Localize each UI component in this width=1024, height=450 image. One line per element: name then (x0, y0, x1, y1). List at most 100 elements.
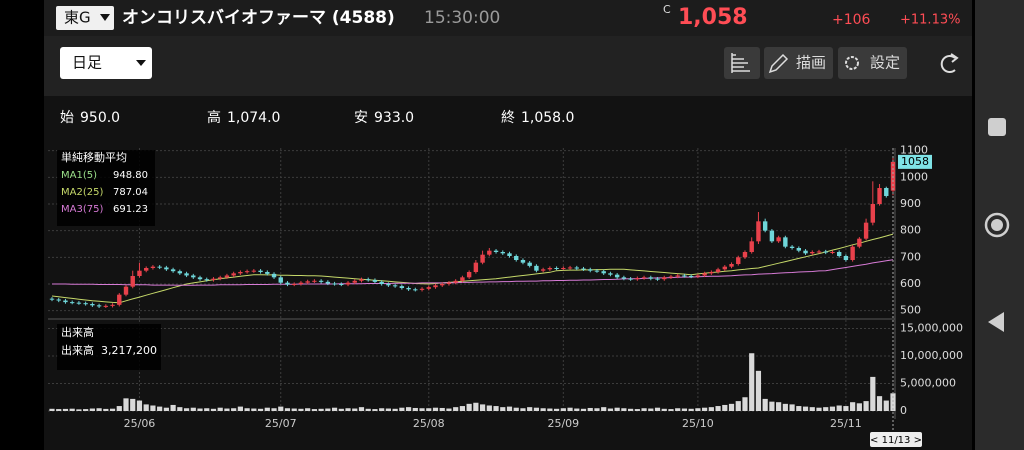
candle-body (554, 268, 559, 269)
volume-bar (136, 400, 143, 411)
home-button[interactable] (984, 212, 1010, 238)
refresh-icon[interactable] (940, 55, 956, 73)
legend-box (57, 324, 161, 370)
candle-body (473, 262, 479, 272)
candle-body (413, 289, 418, 291)
y-tick-label: 900 (900, 197, 921, 210)
volume-bar (574, 408, 580, 411)
summary-value: 933.0 (374, 110, 414, 126)
volume-bar (358, 407, 365, 411)
candle-body (487, 250, 492, 255)
recent-button[interactable] (988, 118, 1006, 136)
candle-body (83, 303, 88, 305)
back-button[interactable] (988, 312, 1004, 332)
volume-tick-label: 5,000,000 (900, 377, 956, 390)
volume-bar (163, 407, 169, 411)
legend-name: MA3(75) (61, 204, 103, 215)
legend-value: 691.23 (113, 204, 148, 215)
candle-body (352, 280, 357, 283)
candle-body (635, 278, 640, 280)
candle-body (581, 268, 586, 270)
candle-body (843, 256, 849, 260)
candle-body (312, 280, 317, 282)
candle-body (305, 281, 310, 283)
settings-button[interactable] (838, 47, 907, 79)
volume-bar (675, 408, 681, 411)
volume-bar (284, 408, 291, 411)
volume-bar (493, 406, 499, 411)
stock-name: オンコリスバイオファーマ (4588) (122, 8, 395, 28)
volume-bar (728, 403, 735, 411)
candle-body (406, 288, 411, 290)
candle-body (332, 283, 337, 285)
legend-value: 948.80 (113, 170, 148, 181)
volume-bar (338, 408, 344, 411)
volume-bar (500, 407, 506, 411)
volume-bar (103, 408, 109, 411)
candle-body (621, 277, 627, 279)
candle-body (675, 275, 680, 277)
candle-body (110, 304, 115, 306)
volume-bar (654, 407, 661, 411)
candle-body (325, 281, 331, 284)
candle-body (218, 277, 223, 279)
candle-body (762, 221, 768, 231)
candle-body (588, 269, 593, 271)
volume-bar (634, 409, 640, 411)
candle-body (177, 271, 183, 274)
candle-body (399, 286, 405, 288)
volume-bar (305, 408, 311, 411)
candle-body (90, 304, 95, 306)
candle-body (628, 278, 633, 280)
candle-body (392, 285, 398, 287)
volume-bar (533, 407, 540, 411)
period-select[interactable] (60, 47, 152, 79)
candle-body (574, 267, 579, 269)
x-tick-label: 25/09 (547, 417, 579, 430)
volume-bar (170, 404, 176, 411)
volume-bar (177, 407, 183, 411)
volume-bar (742, 397, 748, 411)
volume-bar (197, 408, 203, 411)
candle-body (123, 286, 129, 295)
draw-button[interactable] (764, 47, 833, 79)
candle-body (130, 276, 135, 287)
candle-body (729, 264, 734, 267)
candle-body (567, 267, 573, 269)
volume-bar (816, 407, 822, 411)
volume-bar (628, 408, 634, 411)
candle-body (440, 284, 445, 286)
candle-body (480, 254, 485, 263)
volume-bar (890, 393, 896, 411)
candle-body (446, 282, 452, 284)
candle-body (211, 278, 216, 280)
x-tick-label: 25/10 (682, 417, 714, 430)
x-tick-label: 25/11 (830, 417, 862, 430)
x-tick-label: 25/06 (124, 417, 156, 430)
volume-bar (331, 407, 338, 411)
candle-body (366, 279, 371, 281)
candle-body (318, 280, 324, 282)
market-select[interactable] (56, 6, 114, 30)
volume-bar (681, 408, 688, 411)
candle-body (547, 268, 553, 270)
volume-bar (217, 407, 223, 411)
volume-bar (479, 404, 486, 411)
volume-bar (520, 408, 526, 411)
volume-bar (399, 407, 405, 411)
candle-body (184, 273, 189, 276)
volume-bar (190, 407, 196, 411)
volume-legend-title: 出来高 (61, 325, 94, 339)
volume-bar (735, 401, 741, 411)
candle-body (379, 281, 384, 284)
candle-body (271, 273, 277, 278)
volume-bar (769, 401, 775, 411)
volume-bar (237, 406, 243, 411)
volume-bar (708, 407, 714, 411)
volume-bar (325, 408, 331, 411)
volume-bar (702, 407, 708, 411)
candle-body (258, 270, 263, 272)
volume-bar (506, 406, 513, 411)
volume-bar (473, 402, 479, 411)
price-tag (898, 154, 932, 169)
